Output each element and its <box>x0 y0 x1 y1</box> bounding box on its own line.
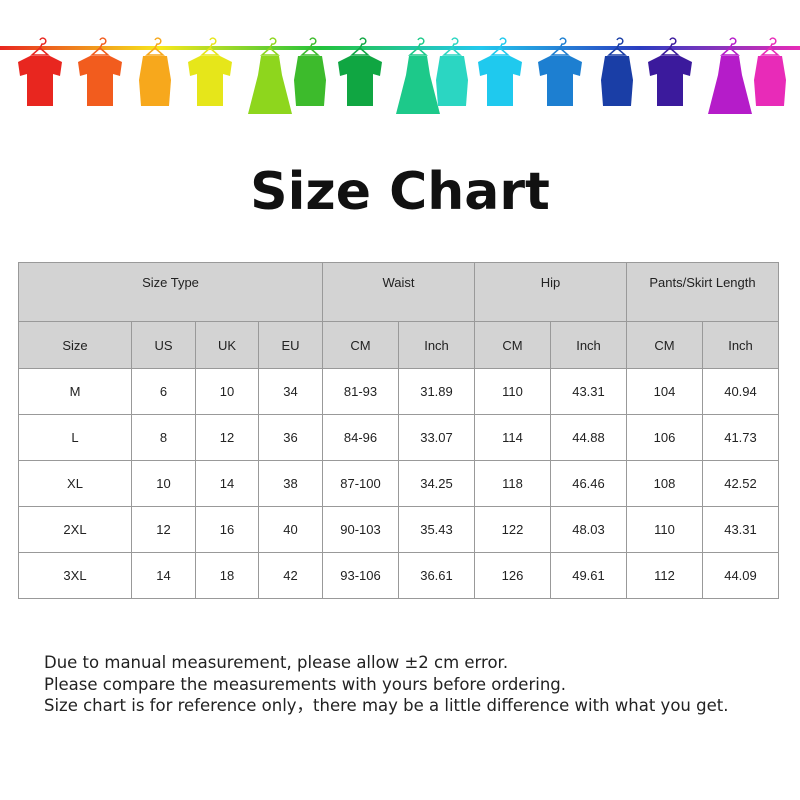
garment-icon <box>538 37 582 106</box>
table-cell: 16 <box>195 506 259 553</box>
table-cell: L <box>18 414 132 461</box>
table-cell: 14 <box>131 552 196 599</box>
garment-icon <box>708 37 752 114</box>
table-row: 2XL 12 16 40 90-103 35.43 122 48.03 110 43.31 <box>18 506 779 553</box>
table-cell: 110 <box>626 506 703 553</box>
notes: Due to manual measurement, please allow … <box>44 652 728 717</box>
table-cell: 93-106 <box>322 552 399 599</box>
table-cell: 35.43 <box>398 506 475 553</box>
note-line: Size chart is for reference only，there m… <box>44 696 729 715</box>
garment-icon <box>754 37 786 106</box>
table-cell: 49.61 <box>550 552 627 599</box>
table-cell: 34 <box>258 368 323 415</box>
note-line: Please compare the measurements with you… <box>44 674 567 694</box>
table-cell: 108 <box>626 460 703 507</box>
table-cell: 42 <box>258 552 323 599</box>
clothes-hanger-banner <box>0 37 800 114</box>
table-cell: 14 <box>195 460 259 507</box>
table-cell: 2XL <box>18 506 132 553</box>
table-row: M 6 10 34 81-93 31.89 110 43.31 104 40.94 <box>18 368 779 415</box>
table-cell: 41.73 <box>702 414 779 461</box>
group-header-length: Pants/Skirt Length <box>626 262 779 322</box>
table-cell: 34.25 <box>398 460 475 507</box>
table-cell: 46.46 <box>550 460 627 507</box>
table-cell: 112 <box>626 552 703 599</box>
hanger-rod <box>0 46 800 50</box>
column-header: CM <box>474 321 551 369</box>
table-cell: 31.89 <box>398 368 475 415</box>
table-cell: XL <box>18 460 132 507</box>
column-header: US <box>131 321 196 369</box>
table-cell: 106 <box>626 414 703 461</box>
garment-icon <box>188 37 232 106</box>
table-cell: 38 <box>258 460 323 507</box>
column-header: Size <box>18 321 132 369</box>
table-cell: 87-100 <box>322 460 399 507</box>
column-header: Inch <box>398 321 475 369</box>
garment-icon <box>648 37 692 106</box>
garment-icon <box>601 37 633 106</box>
garment-icon <box>294 37 326 106</box>
table-cell: 8 <box>131 414 196 461</box>
column-header: Inch <box>550 321 627 369</box>
garment-icon <box>478 37 522 106</box>
garment-icon <box>396 37 440 114</box>
garment-icon <box>18 37 62 106</box>
table-cell: 36 <box>258 414 323 461</box>
table-row: 3XL 14 18 42 93-106 36.61 126 49.61 112 44.09 <box>18 552 779 599</box>
table-cell: 110 <box>474 368 551 415</box>
table-cell: 12 <box>195 414 259 461</box>
table-cell: 12 <box>131 506 196 553</box>
table-cell: 44.88 <box>550 414 627 461</box>
group-header-waist: Waist <box>322 262 475 322</box>
column-header: EU <box>258 321 323 369</box>
table-cell: 43.31 <box>550 368 627 415</box>
table-cell: 42.52 <box>702 460 779 507</box>
table-cell: 18 <box>195 552 259 599</box>
group-header-hip: Hip <box>474 262 627 322</box>
garment-icon <box>248 37 292 114</box>
table-cell: 10 <box>195 368 259 415</box>
table-row: L 8 12 36 84-96 33.07 114 44.88 106 41.73 <box>18 414 779 461</box>
page-title: Size Chart <box>250 162 550 222</box>
column-header: Inch <box>702 321 779 369</box>
garment-icon <box>78 37 122 106</box>
note-line: Due to manual measurement, please allow … <box>44 653 509 672</box>
table-cell: 48.03 <box>550 506 627 553</box>
group-header-size-type: Size Type <box>18 262 323 322</box>
column-header: CM <box>322 321 399 369</box>
table-cell: 33.07 <box>398 414 475 461</box>
table-cell: 40 <box>258 506 323 553</box>
table-cell: 104 <box>626 368 703 415</box>
table-cell: 3XL <box>18 552 132 599</box>
column-header: CM <box>626 321 703 369</box>
table-cell: 118 <box>474 460 551 507</box>
table-cell: 10 <box>131 460 196 507</box>
garment-icon <box>139 37 171 106</box>
table-row: XL 10 14 38 87-100 34.25 118 46.46 108 42.52 <box>18 460 779 507</box>
table-cell: 114 <box>474 414 551 461</box>
table-cell: 44.09 <box>702 552 779 599</box>
table-cell: 40.94 <box>702 368 779 415</box>
table-cell: 6 <box>131 368 196 415</box>
table-cell: 81-93 <box>322 368 399 415</box>
table-cell: M <box>18 368 132 415</box>
garment-icon <box>436 37 468 106</box>
table-cell: 36.61 <box>398 552 475 599</box>
table-cell: 90-103 <box>322 506 399 553</box>
table-cell: 126 <box>474 552 551 599</box>
size-table: Size Type Waist Hip Pants/Skirt Length S… <box>18 262 779 599</box>
column-header: UK <box>195 321 259 369</box>
table-cell: 43.31 <box>702 506 779 553</box>
garment-icon <box>338 37 382 106</box>
table-cell: 84-96 <box>322 414 399 461</box>
table-cell: 122 <box>474 506 551 553</box>
